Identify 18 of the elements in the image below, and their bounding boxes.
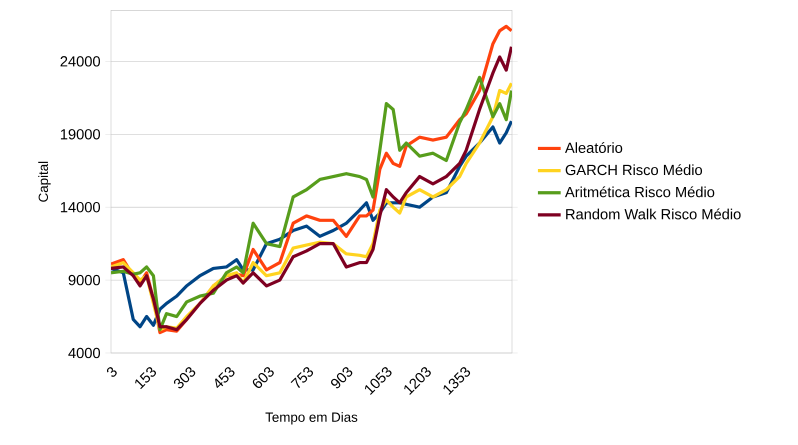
x-tick-label: 453 [215, 367, 235, 388]
x-axis-title: Tempo em Dias [265, 412, 358, 424]
x-tick-label: 153 [135, 367, 156, 390]
legend-label: Aleatório [564, 142, 622, 154]
x-tick-label: 303 [174, 367, 196, 388]
y-tick-label: 19000 [60, 129, 100, 140]
legend-label: GARCH Risco Médio [566, 164, 702, 176]
x-tick-label: 603 [252, 367, 274, 388]
x-tick-label: 3 [106, 367, 117, 377]
y-tick-label: 14000 [60, 202, 100, 212]
x-tick-label: 753 [290, 367, 314, 388]
y-tick-label: 24000 [60, 56, 100, 67]
legend-label: Aritmética Risco Médio [564, 186, 714, 198]
x-tick-label: 903 [331, 367, 352, 388]
y-axis-title: Capital [38, 162, 51, 202]
legend-label: Random Walk Risco Médio [566, 208, 741, 220]
y-tick-label: 4000 [68, 348, 100, 358]
y-tick-label: 9000 [68, 274, 100, 286]
